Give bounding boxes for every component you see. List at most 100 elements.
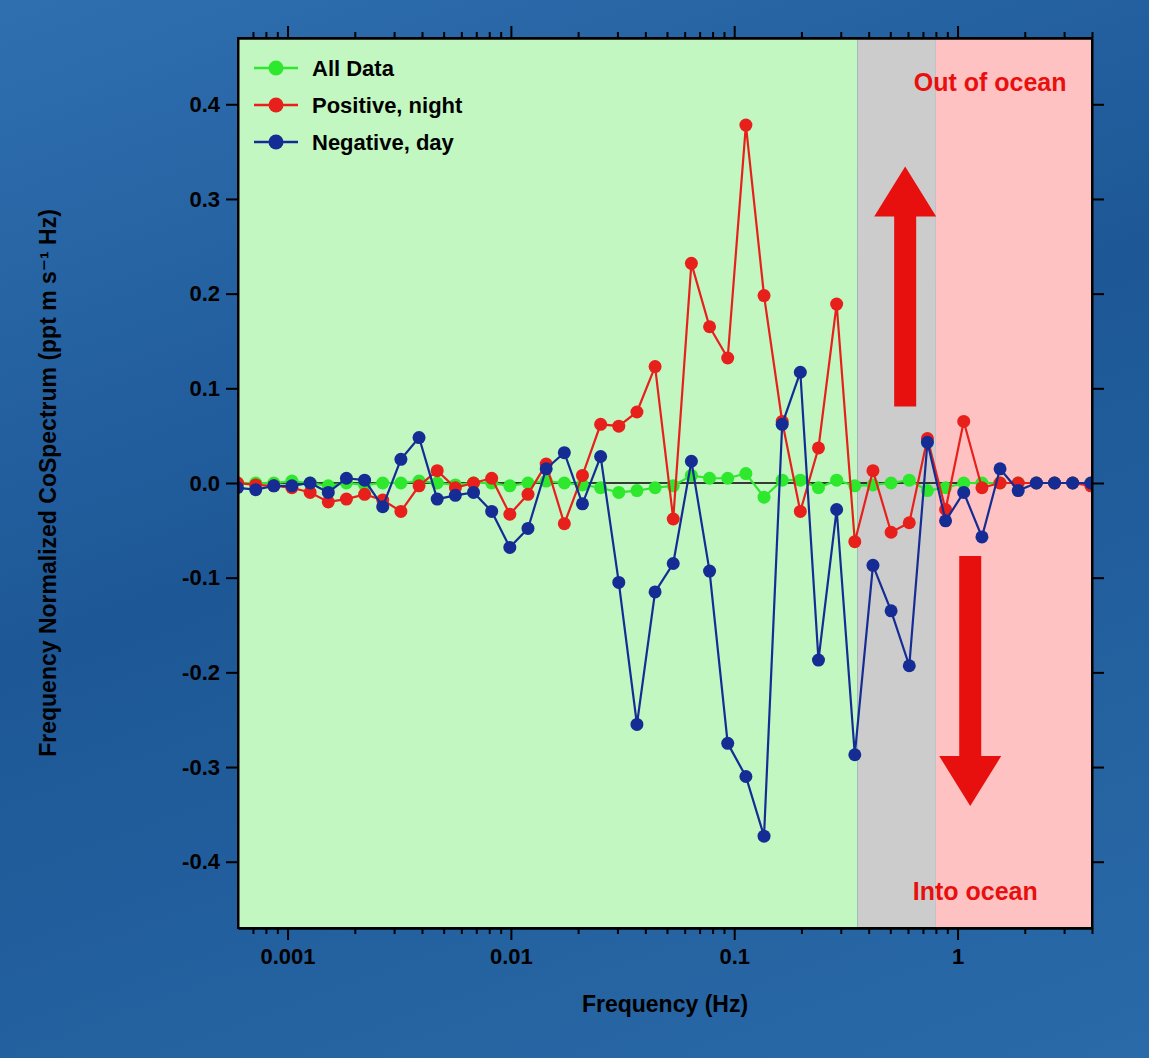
tick	[801, 928, 802, 934]
tick	[355, 32, 356, 38]
tick-mark	[840, 928, 842, 934]
tick-label: 0.1	[189, 376, 220, 401]
legend: All DataPositive, nightNegative, day	[254, 56, 463, 155]
data-point	[594, 450, 607, 463]
annotation: Into ocean	[913, 877, 1038, 905]
data-point	[376, 477, 389, 490]
legend-item: Negative, day	[254, 130, 455, 155]
x-axis-top-minor	[239, 32, 1093, 39]
tick-mark	[1092, 672, 1104, 674]
tick	[355, 928, 356, 934]
tick-mark	[922, 32, 924, 38]
data-point	[612, 486, 625, 499]
tick-label: -0.1	[182, 565, 220, 590]
tick-mark	[734, 928, 736, 940]
tick	[511, 26, 512, 38]
tick	[253, 928, 254, 934]
data-point	[721, 472, 734, 485]
tick-label: 0.3	[189, 186, 220, 211]
tick-label: 0.01	[490, 944, 533, 969]
tick	[578, 928, 579, 934]
data-point	[503, 508, 516, 521]
data-point	[340, 472, 353, 485]
tick	[958, 26, 959, 38]
tick-label: 0.2	[189, 281, 220, 306]
tick	[1092, 104, 1104, 105]
tick	[700, 32, 701, 38]
tick-mark	[226, 388, 238, 390]
tick-mark	[226, 104, 238, 106]
tick	[947, 32, 948, 38]
tick	[869, 32, 870, 38]
tick	[1092, 928, 1093, 934]
tick-mark	[226, 861, 238, 863]
tick-mark	[578, 928, 580, 934]
data-point	[630, 484, 643, 497]
tick-mark	[1024, 32, 1026, 38]
tick	[617, 32, 618, 38]
data-point	[576, 469, 589, 482]
tick-mark	[443, 32, 445, 38]
tick: 0.4	[189, 92, 238, 117]
tick	[908, 928, 909, 934]
data-point	[903, 659, 916, 672]
data-point	[866, 559, 879, 572]
data-point	[558, 477, 571, 490]
data-point	[649, 360, 662, 373]
tick-mark	[1092, 483, 1104, 485]
tick	[578, 32, 579, 38]
tick	[645, 928, 646, 934]
tick	[890, 32, 891, 38]
tick: 0.1	[719, 928, 750, 969]
tick	[1092, 578, 1104, 579]
tick-mark	[226, 483, 238, 485]
tick	[841, 928, 842, 934]
arrow	[874, 167, 936, 407]
tick-mark	[489, 928, 491, 934]
data-point	[630, 718, 643, 731]
tick	[869, 928, 870, 934]
data-point	[1012, 484, 1025, 497]
tick: 0.0	[189, 471, 238, 496]
tick: -0.2	[182, 660, 238, 685]
data-point	[1030, 477, 1043, 490]
tick-mark	[645, 32, 647, 38]
data-point	[267, 479, 280, 492]
data-point	[703, 320, 716, 333]
data-point	[394, 477, 407, 490]
data-point	[358, 488, 371, 501]
plot-area	[238, 38, 1092, 928]
tick-label: 0.1	[719, 944, 750, 969]
tick-mark	[907, 928, 909, 934]
tick-mark	[510, 928, 512, 940]
tick-mark	[461, 928, 463, 934]
series-line	[238, 372, 1091, 836]
tick-mark	[422, 928, 424, 934]
tick	[667, 32, 668, 38]
data-point	[594, 418, 607, 431]
tick-mark	[734, 26, 736, 38]
data-point	[885, 604, 898, 617]
data-point	[304, 477, 317, 490]
tick-mark	[354, 928, 356, 934]
tick-mark	[500, 32, 502, 38]
data-point	[1048, 477, 1061, 490]
tick	[288, 26, 289, 38]
data-point	[957, 415, 970, 428]
tick-mark	[226, 577, 238, 579]
data-point	[739, 119, 752, 132]
tick-mark	[890, 928, 892, 934]
data-point	[939, 514, 952, 527]
tick	[277, 928, 278, 934]
tick-mark	[394, 928, 396, 934]
data-point	[903, 474, 916, 487]
tick	[923, 32, 924, 38]
tick-mark	[868, 32, 870, 38]
data-point	[612, 420, 625, 433]
data-point	[721, 737, 734, 750]
tick-mark	[443, 928, 445, 934]
tick	[266, 928, 267, 934]
data-point	[739, 467, 752, 480]
data-point	[558, 517, 571, 530]
data-point	[612, 576, 625, 589]
